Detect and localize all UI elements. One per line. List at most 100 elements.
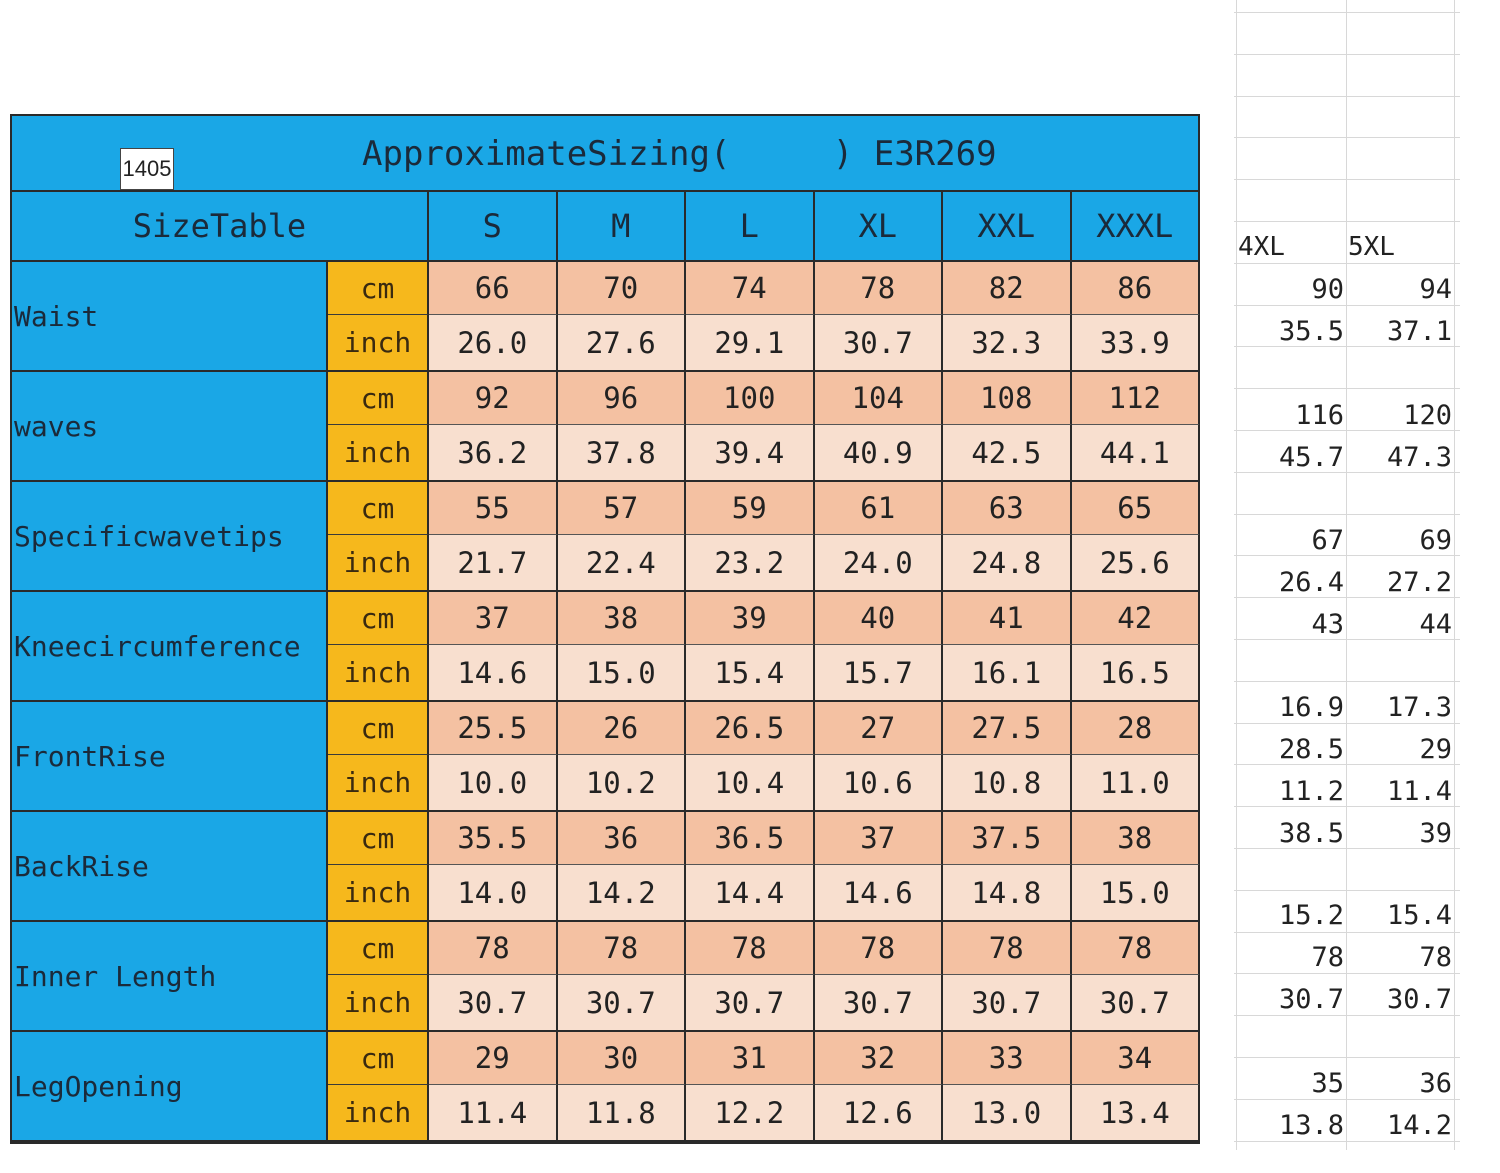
sheet-cell: 26.4 xyxy=(1278,567,1344,598)
value-cell-cm: 104 xyxy=(814,372,943,425)
value-cell-inch: 24.0 xyxy=(814,535,943,592)
value-cell-cm: 41 xyxy=(943,592,1072,645)
sheet-cell: 27.2 xyxy=(1386,567,1452,598)
value-cell-cm: 32 xyxy=(814,1032,943,1085)
sheet-gridline xyxy=(1234,430,1460,431)
sheet-cell: 78 xyxy=(1419,942,1452,973)
sheet-cell: 29 xyxy=(1419,734,1452,765)
sheet-cell: 11.2 xyxy=(1278,776,1344,807)
value-cell-inch: 30.7 xyxy=(814,315,943,372)
measurement-label: BackRise xyxy=(12,812,328,922)
value-cell-inch: 13.0 xyxy=(943,1085,1072,1142)
value-cell-cm: 39 xyxy=(686,592,815,645)
measurement-label: Waist xyxy=(12,262,328,372)
value-cell-inch: 30.7 xyxy=(429,975,558,1032)
value-cell-inch: 14.0 xyxy=(429,865,558,922)
value-cell-inch: 13.4 xyxy=(1071,1085,1200,1142)
value-cell-cm: 38 xyxy=(1071,812,1200,865)
sheet-cell: 36 xyxy=(1419,1068,1452,1099)
sheet-gridline xyxy=(1234,597,1460,599)
value-cell-inch: 14.8 xyxy=(943,865,1072,922)
sheet-gridline xyxy=(1234,973,1460,975)
measurement-label: Inner Length xyxy=(12,922,328,1032)
sheet-gridline xyxy=(1234,346,1460,348)
value-cell-inch: 14.6 xyxy=(429,645,558,702)
value-cell-inch: 15.0 xyxy=(1071,865,1200,922)
sheet-cell: 30.7 xyxy=(1278,984,1344,1015)
value-cell-inch: 16.5 xyxy=(1071,645,1200,702)
sheet-cell: 14.2 xyxy=(1386,1110,1452,1141)
measurement-label: Kneecircumference xyxy=(12,592,328,702)
value-cell-cm: 70 xyxy=(557,262,686,315)
sheet-gridline xyxy=(1234,471,1460,473)
value-cell-inch: 12.2 xyxy=(686,1085,815,1142)
sheet-cell: 43 xyxy=(1311,609,1344,640)
sheet-gridline xyxy=(1234,137,1460,139)
sheet-gridline xyxy=(1346,0,1347,1150)
value-cell-inch: 16.1 xyxy=(943,645,1072,702)
sheet-cell: 116 xyxy=(1295,400,1344,431)
value-cell-inch: 44.1 xyxy=(1071,425,1200,482)
value-cell-inch: 22.4 xyxy=(557,535,686,592)
value-cell-cm: 27.5 xyxy=(943,702,1072,755)
value-cell-cm: 42 xyxy=(1071,592,1200,645)
value-cell-inch: 36.2 xyxy=(429,425,558,482)
sheet-gridline xyxy=(1234,95,1460,97)
sheet-gridline xyxy=(1234,53,1460,55)
sheet-gridline xyxy=(1234,806,1460,808)
value-cell-cm: 37.5 xyxy=(943,812,1072,865)
sheet-gridline xyxy=(1234,1140,1460,1142)
value-cell-cm: 74 xyxy=(686,262,815,315)
value-cell-cm: 86 xyxy=(1071,262,1200,315)
unit-label-cm: cm xyxy=(328,812,429,865)
sheet-cell: 44 xyxy=(1419,609,1452,640)
unit-label-inch: inch xyxy=(328,1085,429,1142)
unit-label-cm: cm xyxy=(328,1032,429,1085)
sheet-cell: 35 xyxy=(1311,1068,1344,1099)
value-cell-cm: 27 xyxy=(814,702,943,755)
value-cell-cm: 96 xyxy=(557,372,686,425)
value-cell-inch: 15.0 xyxy=(557,645,686,702)
sheet-cell: 30.7 xyxy=(1386,984,1452,1015)
value-cell-cm: 38 xyxy=(557,592,686,645)
value-cell-cm: 33 xyxy=(943,1032,1072,1085)
value-cell-inch: 30.7 xyxy=(943,975,1072,1032)
unit-label-cm: cm xyxy=(328,592,429,645)
sheet-gridline xyxy=(1236,0,1237,1150)
value-cell-cm: 78 xyxy=(814,922,943,975)
sheet-gridline xyxy=(1234,262,1460,264)
sheet-cell: 38.5 xyxy=(1278,818,1344,849)
unit-label-cm: cm xyxy=(328,702,429,755)
table-title-bar: 1405 ApproximateSizing( ) E3R269 xyxy=(12,116,1198,192)
value-cell-inch: 15.4 xyxy=(686,645,815,702)
value-cell-cm: 78 xyxy=(429,922,558,975)
sheet-gridline xyxy=(1234,304,1460,306)
value-cell-inch: 24.8 xyxy=(943,535,1072,592)
sheet-gridline xyxy=(1234,221,1460,222)
sheet-header-5xl: 5XL xyxy=(1348,232,1395,262)
value-cell-cm: 28 xyxy=(1071,702,1200,755)
value-cell-inch: 25.6 xyxy=(1071,535,1200,592)
value-cell-cm: 26 xyxy=(557,702,686,755)
code-badge: 1405 xyxy=(120,148,174,190)
size-header-xxxl: XXXL xyxy=(1071,192,1200,262)
value-cell-cm: 92 xyxy=(429,372,558,425)
unit-label-inch: inch xyxy=(328,865,429,922)
value-cell-cm: 57 xyxy=(557,482,686,535)
unit-label-cm: cm xyxy=(328,482,429,535)
value-cell-inch: 40.9 xyxy=(814,425,943,482)
value-cell-inch: 14.6 xyxy=(814,865,943,922)
value-cell-inch: 39.4 xyxy=(686,425,815,482)
sheet-gridline xyxy=(1234,639,1460,640)
value-cell-inch: 15.7 xyxy=(814,645,943,702)
value-cell-inch: 23.2 xyxy=(686,535,815,592)
sheet-cell: 90 xyxy=(1311,274,1344,305)
sheet-gridline xyxy=(1234,764,1460,766)
unit-label-cm: cm xyxy=(328,262,429,315)
value-cell-inch: 27.6 xyxy=(557,315,686,372)
value-cell-inch: 30.7 xyxy=(557,975,686,1032)
unit-label-inch: inch xyxy=(328,975,429,1032)
value-cell-cm: 78 xyxy=(1071,922,1200,975)
value-cell-cm: 82 xyxy=(943,262,1072,315)
value-cell-cm: 100 xyxy=(686,372,815,425)
